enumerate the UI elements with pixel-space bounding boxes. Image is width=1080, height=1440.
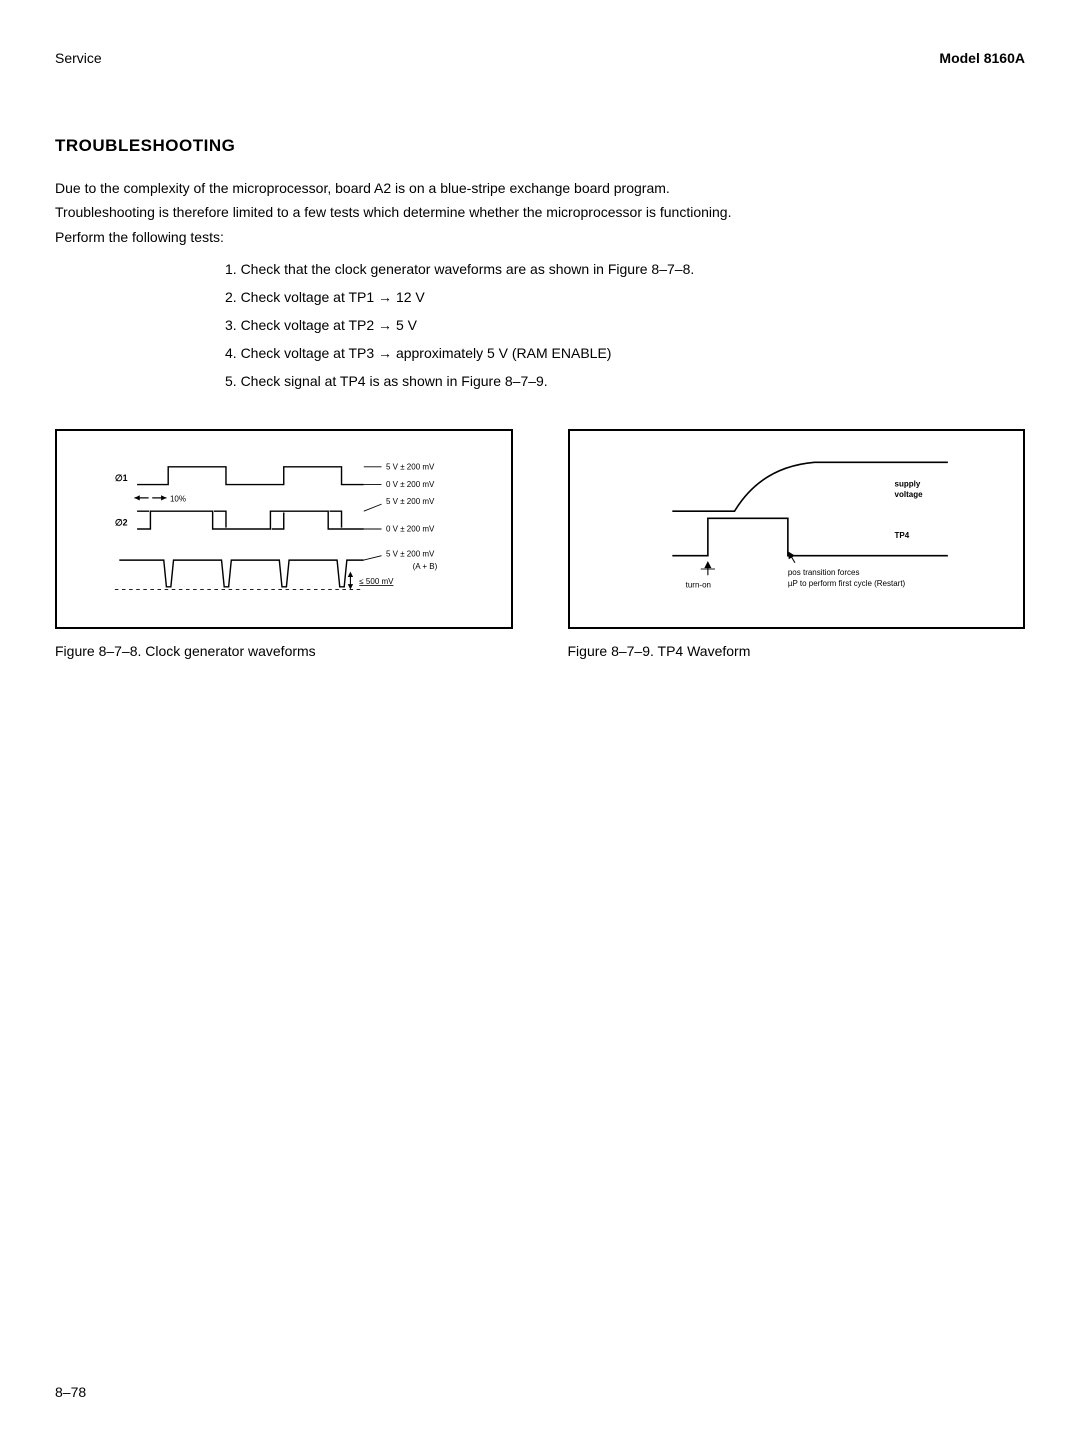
level-label: 0 V ± 200 mV [386,480,435,489]
intro-line: Troubleshooting is therefore limited to … [55,202,1025,222]
figures-row: ∅1 10% ∅2 5 V ± 200 mV 0 V ± 200 mV [55,429,1025,659]
phi1-label: ∅1 [115,473,128,483]
ab-label: (A + B) [413,562,438,571]
test-item: 5. Check signal at TP4 is as shown in Fi… [225,373,1025,389]
clock-waveform-svg: ∅1 10% ∅2 5 V ± 200 mV 0 V ± 200 mV [71,449,497,609]
pos-transition-label: pos transition forces [787,568,859,577]
intro-paragraph: Due to the complexity of the microproces… [55,178,1025,247]
figure-left-box: ∅1 10% ∅2 5 V ± 200 mV 0 V ± 200 mV [55,429,513,629]
tp4-waveform-svg: turn-on pos transition forces µP to perf… [584,449,1010,609]
page-header: Service Model 8160A [55,50,1025,66]
test-item: 4. Check voltage at TP3 → approximately … [225,345,1025,361]
level-label: 0 V ± 200 mV [386,525,435,534]
level-label: 5 V ± 200 mV [386,462,435,471]
voltage-label: voltage [894,490,923,499]
turnon-label: turn-on [685,581,710,590]
page-number: 8–78 [55,1384,86,1400]
tp4-label: TP4 [894,531,909,540]
ten-pct-label: 10% [170,494,186,503]
figure-right: turn-on pos transition forces µP to perf… [568,429,1026,659]
tests-list: 1. Check that the clock generator wavefo… [225,261,1025,389]
header-right: Model 8160A [939,50,1025,66]
test-item: 3. Check voltage at TP2 → 5 V [225,317,1025,333]
section-title: TROUBLESHOOTING [55,136,1025,156]
test-item: 1. Check that the clock generator wavefo… [225,261,1025,277]
level-label: 5 V ± 200 mV [386,497,435,506]
figure-left-caption: Figure 8–7–8. Clock generator waveforms [55,643,513,659]
figure-right-box: turn-on pos transition forces µP to perf… [568,429,1026,629]
test-item: 2. Check voltage at TP1 → 12 V [225,289,1025,305]
level-label: 5 V ± 200 mV [386,549,435,558]
figure-left: ∅1 10% ∅2 5 V ± 200 mV 0 V ± 200 mV [55,429,513,659]
intro-line: Perform the following tests: [55,227,1025,247]
supply-label: supply [894,479,920,488]
pos-transition-label2: µP to perform first cycle (Restart) [787,579,905,588]
intro-line: Due to the complexity of the microproces… [55,178,1025,198]
figure-right-caption: Figure 8–7–9. TP4 Waveform [568,643,1026,659]
le500-label: ≤ 500 mV [359,577,394,586]
header-left: Service [55,50,102,66]
phi2-label: ∅2 [115,517,128,527]
